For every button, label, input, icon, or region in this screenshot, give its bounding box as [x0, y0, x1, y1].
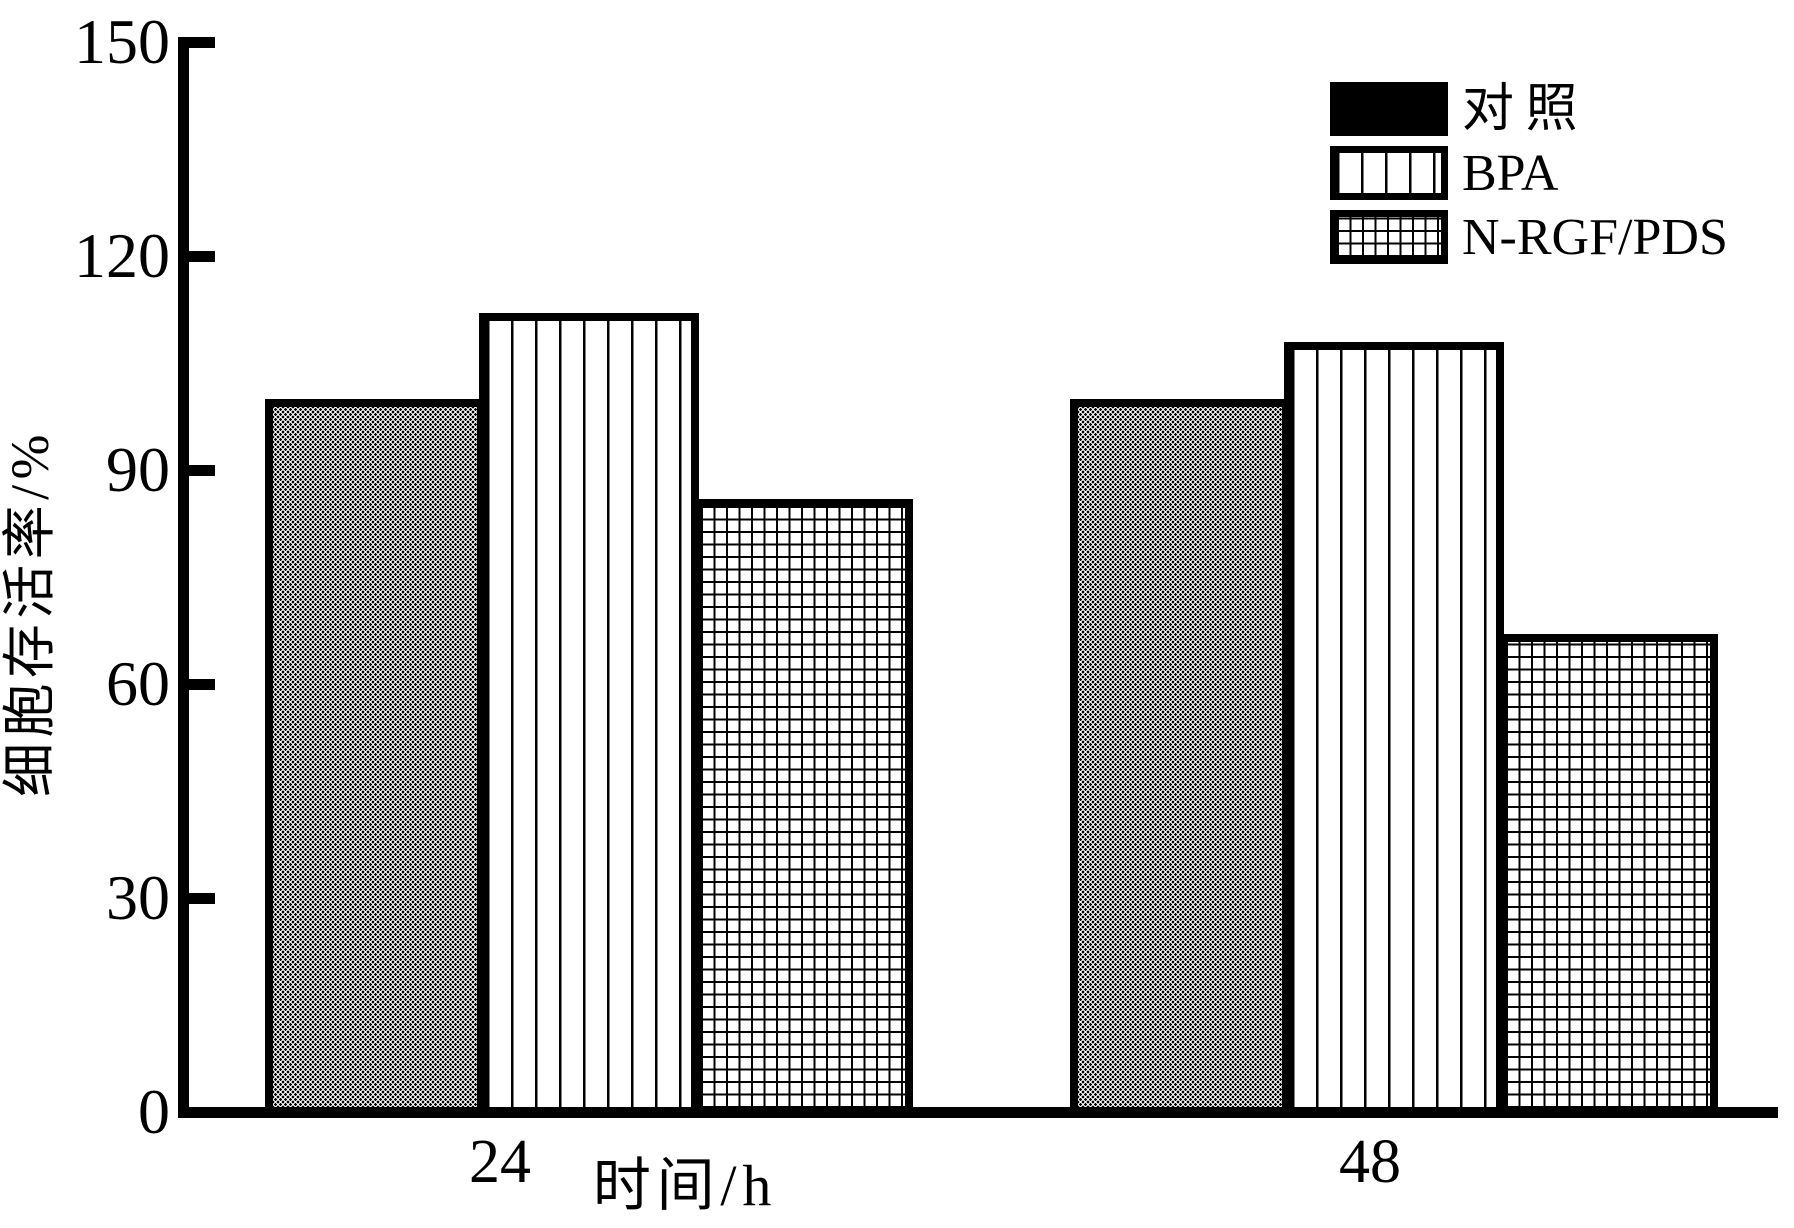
y-tick-label-120: 120 — [74, 220, 170, 291]
legend-swatch-对照 — [1330, 82, 1448, 136]
y-axis-title: 细胞存活率/% — [0, 429, 60, 797]
legend-item-对照: 对照 — [1330, 81, 1790, 138]
legend-label-N-RGF/PDS: N-RGF/PDS — [1462, 209, 1728, 266]
bar-BPA-24 — [479, 313, 699, 1116]
bar-N-RGF/PDS-48 — [1498, 634, 1718, 1116]
y-tick-label-30: 30 — [106, 862, 170, 933]
bar-对照-24 — [265, 399, 485, 1116]
legend-item-N-RGF/PDS: N-RGF/PDS — [1330, 209, 1790, 266]
x-axis-title: 时间/h — [592, 1153, 778, 1218]
y-tick-label-60: 60 — [106, 648, 170, 719]
y-tick-30 — [188, 893, 215, 904]
y-tick-label-0: 0 — [138, 1076, 170, 1147]
y-tick-150 — [188, 37, 215, 48]
y-axis-line — [178, 37, 189, 1118]
y-tick-60 — [188, 679, 215, 690]
x-tick-label-24: 24 — [469, 1128, 531, 1196]
x-tick-label-48: 48 — [1339, 1128, 1401, 1196]
y-tick-90 — [188, 465, 215, 476]
legend-swatch-BPA — [1330, 146, 1448, 200]
bar-对照-48 — [1070, 399, 1290, 1116]
legend-label-BPA: BPA — [1462, 145, 1559, 202]
legend-item-BPA: BPA — [1330, 145, 1790, 202]
y-tick-120 — [188, 251, 215, 262]
legend-label-对照: 对照 — [1462, 81, 1589, 138]
bar-BPA-48 — [1284, 342, 1504, 1116]
legend-swatch-N-RGF/PDS — [1330, 210, 1448, 264]
y-tick-label-150: 150 — [74, 6, 170, 77]
x-axis-line — [178, 1107, 1778, 1118]
y-tick-label-90: 90 — [106, 434, 170, 505]
bar-N-RGF/PDS-24 — [693, 499, 913, 1116]
